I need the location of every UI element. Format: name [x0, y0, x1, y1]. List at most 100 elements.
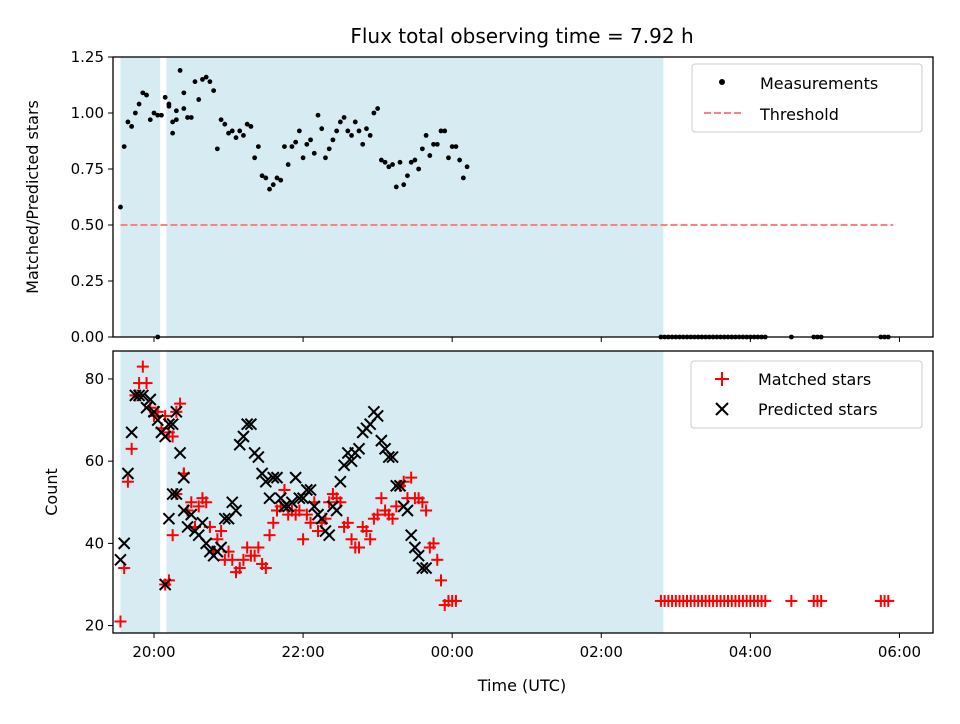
measurement-point: [151, 110, 157, 116]
matched-star-point: [390, 500, 403, 513]
measurement-point: [274, 175, 280, 181]
matched-star-point: [882, 594, 895, 607]
predicted-star-point: [117, 537, 131, 550]
measurement-point: [188, 115, 194, 120]
measurement-point: [464, 164, 470, 170]
matched-star-point: [259, 562, 272, 575]
measurement-point: [300, 155, 306, 161]
predicted-star-point: [267, 471, 280, 484]
measurement-point: [121, 144, 127, 150]
measurement-point: [289, 144, 295, 150]
predicted-star-point: [114, 553, 127, 567]
predicted-star-point: [140, 401, 153, 414]
predicted-legend-marker: [715, 402, 729, 416]
measurement-point: [177, 68, 183, 73]
predicted-star-point: [162, 417, 176, 431]
top-y-ticks: 0.00 0.25 0.50 0.75 1.00 1.25: [71, 48, 113, 346]
matched-star-point: [263, 529, 276, 542]
matched-star-point: [192, 500, 205, 513]
x-tick-label: 04:00: [729, 643, 772, 661]
predicted-star-point: [337, 459, 351, 472]
predicted-star-point: [334, 475, 347, 488]
predicted-star-point: [214, 541, 228, 554]
shaded-interval: [166, 351, 664, 633]
measurement-point: [438, 128, 444, 134]
predicted-star-point: [270, 471, 284, 484]
bottom-legend-frame: [690, 360, 923, 429]
matched-star-point: [815, 594, 828, 607]
bottom-x-ticks: 20:00 22:00 00:00 02:00 04:00 06:00: [132, 633, 921, 661]
predicted-legend-label: Predicted stars: [758, 400, 878, 419]
measurement-point: [397, 159, 403, 165]
measurement-point: [226, 130, 231, 136]
measurement-point: [434, 141, 440, 147]
predicted-star-point: [121, 467, 135, 480]
top-axes-frame: [112, 56, 934, 338]
predicted-star-point: [199, 537, 213, 550]
measurement-point: [308, 137, 313, 143]
chart-title: Flux total observing time = 7.92 h: [350, 24, 693, 48]
predicted-star-point: [162, 512, 176, 525]
matched-star-point: [312, 525, 324, 538]
bottom-y-ticks: 20 40 60 80: [85, 370, 113, 635]
bottom-shaded-intervals: [120, 351, 664, 633]
measurement-point: [360, 141, 366, 147]
predicted-star-point: [330, 504, 343, 517]
predicted-star-point: [147, 405, 161, 419]
measurement-point: [341, 115, 347, 120]
matched-star-point: [166, 529, 179, 542]
predicted-star-point: [412, 549, 425, 562]
predicted-star-point: [181, 520, 194, 534]
predicted-star-point: [252, 450, 265, 464]
measurement-point: [453, 144, 459, 150]
measurement-point: [330, 137, 336, 143]
x-tick-label: 02:00: [580, 643, 623, 661]
matched-star-point: [226, 553, 239, 566]
predicted-star-point: [151, 413, 164, 427]
matched-star-point: [114, 615, 127, 628]
measurement-point: [416, 166, 422, 172]
top-legend-frame: [691, 63, 923, 133]
top-legend: Measurements Threshold: [691, 63, 923, 133]
predicted-star-point: [390, 479, 403, 493]
predicted-star-point: [404, 528, 418, 542]
predicted-star-point: [416, 561, 429, 575]
x-tick-label: 20:00: [132, 643, 175, 661]
matched-star-point: [785, 594, 798, 607]
measurement-point: [311, 150, 317, 156]
measurement-point: [162, 94, 168, 100]
measurement-point: [259, 173, 265, 179]
measurement-point: [367, 133, 373, 138]
measurement-point: [345, 128, 351, 134]
measurement-point: [349, 133, 354, 138]
predicted-star-point: [371, 409, 384, 423]
matched-star-point: [241, 541, 254, 554]
measurement-point: [222, 121, 228, 127]
top-y-tick-label: 0.25: [71, 272, 104, 290]
measurement-point: [196, 97, 202, 102]
measurement-point: [282, 144, 287, 150]
x-axis-label: Time (UTC): [477, 676, 566, 695]
measurements-legend-label: Measurements: [760, 74, 878, 93]
measurement-point: [211, 88, 217, 93]
measurement-point: [393, 184, 399, 190]
predicted-star-point: [308, 500, 321, 513]
matched-star-point: [300, 508, 313, 521]
measurement-point: [378, 157, 384, 163]
measurement-point: [401, 182, 407, 188]
measurement-point: [304, 141, 310, 147]
measurement-point: [136, 101, 142, 107]
matched-star-point: [200, 496, 213, 509]
predicted-star-point: [263, 491, 276, 505]
predicted-star-point: [240, 417, 254, 431]
measurement-point: [170, 130, 176, 136]
matched-star-point: [759, 594, 772, 607]
measurement-point: [237, 128, 243, 134]
measurement-point: [337, 119, 343, 125]
matched-star-point: [420, 504, 433, 517]
matched-star-point: [304, 516, 317, 529]
measurement-point: [181, 90, 187, 96]
measurement-point: [446, 155, 451, 161]
top-x-ticks: [153, 337, 900, 342]
